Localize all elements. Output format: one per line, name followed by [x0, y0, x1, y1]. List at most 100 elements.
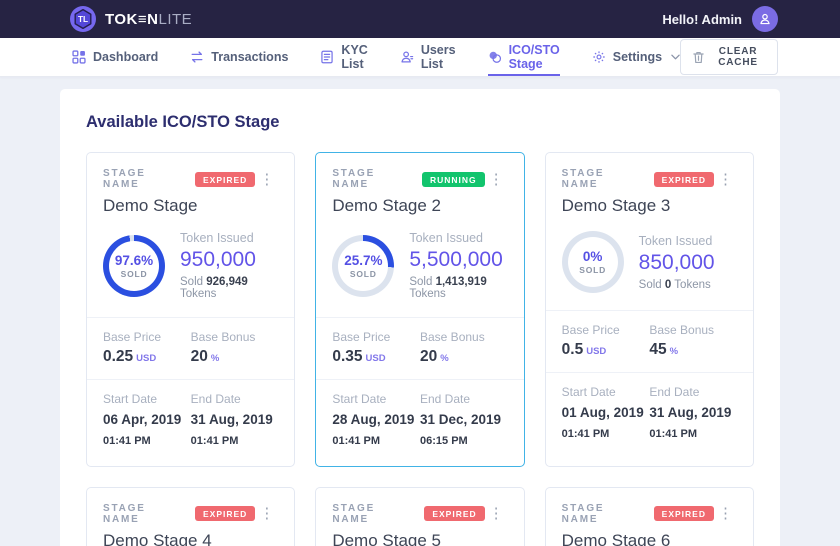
status-badge: EXPIRED: [653, 171, 714, 187]
price-section: Base Price 0.35 USD Base Bonus 20%: [316, 317, 524, 379]
date-section: Start Date 28 Aug, 2019 01:41 PM End Dat…: [316, 379, 524, 466]
transactions-swap-icon: [190, 50, 204, 64]
stage-card: STAGE NAME EXPIRED ⋮ Demo Stage 5 0% SOL…: [315, 486, 525, 546]
start-date-label: Start Date: [561, 385, 616, 399]
stage-card-grid: STAGE NAME EXPIRED ⋮ Demo Stage 97.6% SO…: [86, 152, 754, 546]
start-date-block: Start Date 28 Aug, 2019 01:41 PM: [332, 392, 420, 450]
brand-logo[interactable]: TL TOK≡NLITE: [70, 6, 192, 32]
token-issued-label: Token Issued: [638, 233, 713, 248]
sold-tokens-value: 926,949: [206, 276, 248, 288]
end-date-block: End Date 31 Dec, 2019 06:15 PM: [420, 392, 508, 450]
users-icon: [400, 50, 414, 64]
price-section: Base Price 0.5 USD Base Bonus 45%: [545, 310, 753, 372]
stage-card: STAGE NAME EXPIRED ⋮ Demo Stage 3 0% SOL…: [544, 152, 754, 467]
status-badge: EXPIRED: [195, 506, 256, 521]
end-date-label: End Date: [420, 392, 471, 406]
price-section: Base Price 0.25 USD Base Bonus 20%: [87, 317, 295, 379]
token-issued-block: Token Issued 950,000 Sold 926,949 Tokens: [180, 231, 278, 300]
stage-card-header: STAGE NAME RUNNING ⋮ Demo Stage 2: [316, 153, 523, 216]
nav-item-ico-sto-stage[interactable]: ICO/STO Stage: [487, 38, 560, 76]
nav-items: Dashboard Transactions KYC List Users List I…: [72, 38, 680, 76]
token-issued-label: Token Issued: [180, 231, 254, 245]
token-issued-label: Token Issued: [409, 231, 483, 245]
sold-progress-ring: 25.7% SOLD: [332, 234, 395, 297]
token-section: 25.7% SOLD Token Issued 5,500,000 Sold 1…: [316, 216, 523, 317]
nav-item-label: KYC List: [341, 43, 368, 71]
brand-text: TOK≡NLITE: [105, 11, 192, 28]
nav-item-label: Settings: [612, 50, 663, 64]
start-date-block: Start Date 01 Aug, 2019 01:41 PM: [562, 385, 650, 443]
start-date-value: 28 Aug, 2019: [332, 412, 415, 427]
stage-card-header: STAGE NAME EXPIRED ⋮ Demo Stage 4: [87, 488, 294, 546]
token-issued-value: 850,000: [638, 250, 715, 274]
nav-item-kyc-list[interactable]: KYC List: [320, 38, 368, 76]
end-time-value: 01:41 PM: [649, 427, 698, 440]
base-bonus-block: Base Bonus 45%: [649, 323, 737, 359]
stage-card: STAGE NAME RUNNING ⋮ Demo Stage 2 25.7% …: [315, 152, 525, 467]
stage-card-header: STAGE NAME EXPIRED ⋮ Demo Stage 5: [316, 488, 523, 546]
end-date-value: 31 Aug, 2019: [649, 405, 732, 420]
user-avatar-icon[interactable]: [752, 6, 778, 32]
card-options-menu-icon[interactable]: ⋮: [717, 505, 733, 522]
base-bonus-value: 45: [649, 341, 667, 358]
status-badge: EXPIRED: [424, 506, 485, 521]
sold-tokens-line: Sold 1,413,919 Tokens: [409, 276, 487, 300]
nav-item-dashboard[interactable]: Dashboard: [72, 38, 158, 76]
end-date-value: 31 Dec, 2019: [420, 412, 502, 427]
sold-label: SOLD: [349, 268, 377, 279]
svg-text:TL: TL: [78, 15, 88, 24]
token-section: 97.6% SOLD Token Issued 950,000 Sold 926…: [87, 216, 294, 317]
chevron-down-icon: [671, 54, 680, 60]
nav-item-users-list[interactable]: Users List: [400, 38, 456, 76]
user-menu[interactable]: Hello! Admin: [662, 6, 778, 32]
stage-title: Demo Stage 5: [332, 530, 442, 546]
nav-item-transactions[interactable]: Transactions: [190, 38, 288, 76]
start-date-label: Start Date: [332, 392, 387, 406]
end-date-label: End Date: [190, 392, 241, 406]
card-options-menu-icon[interactable]: ⋮: [259, 505, 275, 522]
stage-card: STAGE NAME EXPIRED ⋮ Demo Stage 4 0% SOL…: [86, 486, 296, 546]
sold-percent: 97.6%: [114, 252, 154, 268]
base-price-label: Base Price: [332, 330, 391, 344]
base-bonus-block: Base Bonus 20%: [420, 330, 508, 366]
nav-item-label: Users List: [420, 43, 456, 71]
status-badge: EXPIRED: [195, 171, 256, 187]
brand-secondary: LITE: [158, 10, 193, 28]
nav-item-settings[interactable]: Settings: [592, 38, 680, 76]
main-content: Available ICO/STO Stage STAGE NAME EXPIR…: [0, 89, 840, 546]
stage-name-label: STAGE NAME: [561, 168, 605, 190]
nav-item-label: Transactions: [211, 50, 289, 64]
base-bonus-label: Base Bonus: [420, 330, 485, 344]
start-date-value: 01 Aug, 2019: [561, 405, 644, 420]
base-price-unit: USD: [365, 353, 386, 364]
sold-tokens-value: 0: [664, 278, 672, 291]
end-date-label: End Date: [649, 385, 700, 399]
start-date-label: Start Date: [103, 392, 158, 406]
stage-card-header: STAGE NAME EXPIRED ⋮ Demo Stage 6: [546, 488, 753, 546]
sold-progress-ring: 0% SOLD: [561, 231, 624, 293]
end-time-value: 06:15 PM: [420, 434, 468, 447]
start-date-value: 06 Apr, 2019: [103, 412, 182, 427]
date-section: Start Date 01 Aug, 2019 01:41 PM End Dat…: [545, 372, 753, 459]
sold-tokens-line: Sold 926,949 Tokens: [180, 276, 248, 300]
base-price-unit: USD: [136, 353, 157, 364]
card-options-menu-icon[interactable]: ⋮: [717, 170, 733, 188]
card-options-menu-icon[interactable]: ⋮: [488, 170, 504, 188]
clear-cache-button[interactable]: CLEAR CACHE: [680, 39, 778, 75]
page-title: Available ICO/STO Stage: [86, 113, 280, 131]
card-options-menu-icon[interactable]: ⋮: [259, 170, 275, 188]
stage-card-header: STAGE NAME EXPIRED ⋮ Demo Stage 3: [546, 153, 753, 216]
base-bonus-label: Base Bonus: [649, 323, 715, 337]
stage-card-header: STAGE NAME EXPIRED ⋮ Demo Stage: [87, 153, 294, 216]
card-options-menu-icon[interactable]: ⋮: [488, 505, 504, 522]
main-nav: Dashboard Transactions KYC List Users List I…: [0, 38, 840, 77]
base-price-value: 0.5: [561, 341, 584, 358]
stage-title: Demo Stage 2: [332, 196, 442, 215]
stage-name-label: STAGE NAME: [332, 168, 376, 190]
base-price-label: Base Price: [561, 323, 620, 337]
stage-card: STAGE NAME EXPIRED ⋮ Demo Stage 6 0% SOL…: [544, 486, 754, 546]
base-price-block: Base Price 0.5 USD: [562, 323, 650, 359]
stage-card: STAGE NAME EXPIRED ⋮ Demo Stage 97.6% SO…: [86, 152, 296, 467]
status-badge: EXPIRED: [653, 506, 714, 521]
ico-stage-icon: [488, 50, 502, 64]
